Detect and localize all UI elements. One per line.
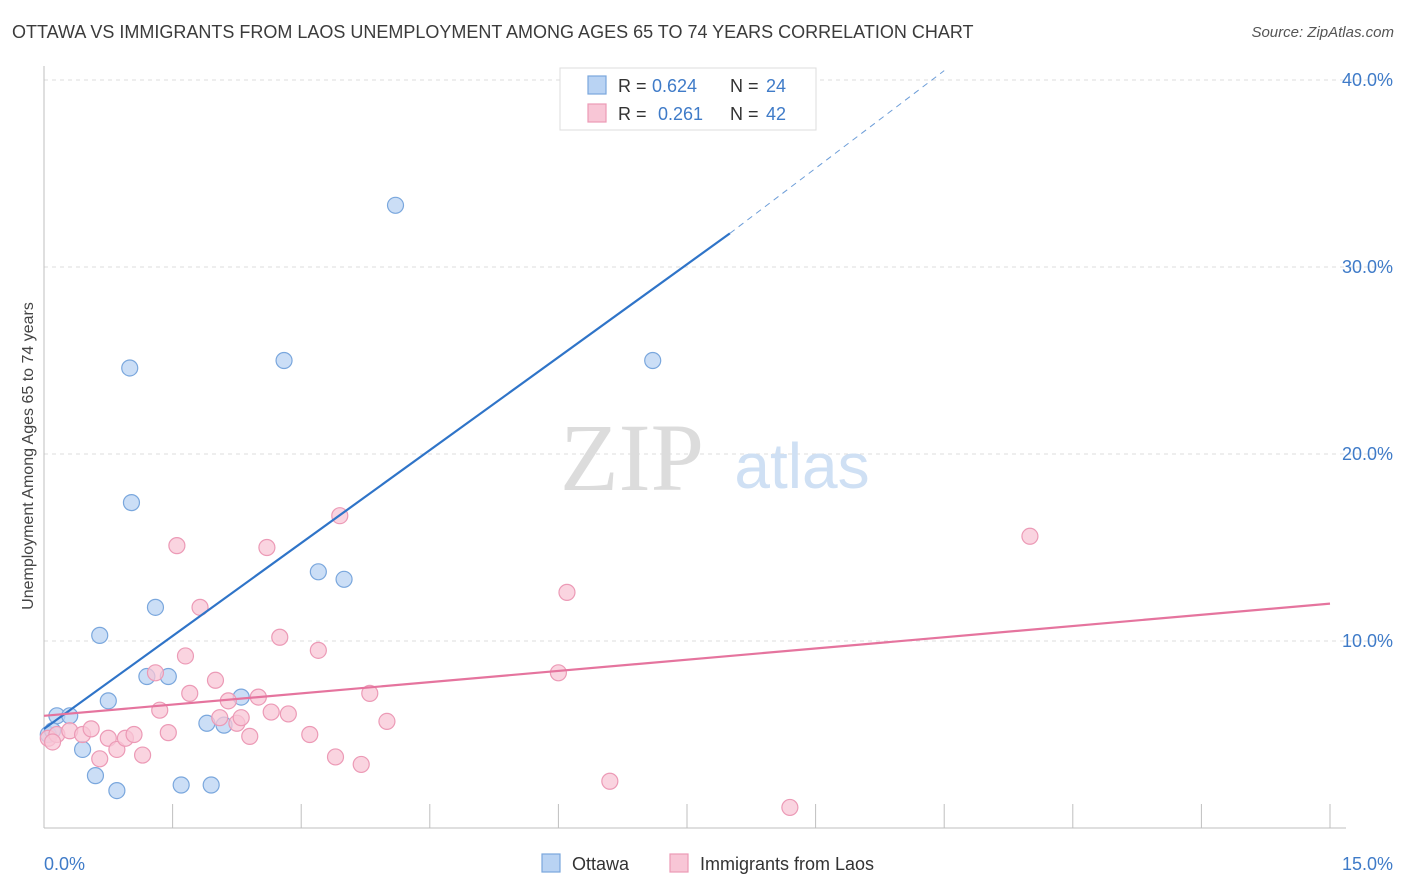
laos-point-35 xyxy=(378,712,396,731)
stats-legend-swatch-laos xyxy=(587,103,607,123)
laos-point-11 xyxy=(146,664,165,682)
ottawa-point-13 xyxy=(172,776,190,794)
laos-point-16 xyxy=(181,684,199,702)
laos-point-4 xyxy=(82,720,100,738)
ottawa-point-4 xyxy=(86,767,105,785)
x-tick-label-min: 0.0% xyxy=(44,854,85,874)
laos-point-31 xyxy=(326,748,345,766)
legend-swatch-ottawa xyxy=(541,853,561,873)
laos-point-26 xyxy=(262,703,280,721)
ottawa-trend-line xyxy=(43,232,731,730)
axes xyxy=(43,66,1346,829)
laos-point-10 xyxy=(133,746,152,764)
y-axis-label: Unemployment Among Ages 65 to 74 years xyxy=(20,302,37,610)
laos-point-18 xyxy=(206,671,225,689)
ottawa-point-21 xyxy=(386,196,405,214)
y-tick-label-10: 10.0% xyxy=(1342,631,1393,651)
ottawa-point-15 xyxy=(202,776,220,794)
watermark-zip: ZIP xyxy=(560,404,704,511)
source-label: Source: ZipAtlas.com xyxy=(1251,24,1394,41)
y-tick-label-30: 30.0% xyxy=(1342,257,1393,277)
ottawa-point-3 xyxy=(73,740,92,759)
stats-legend: R = 0.624 N = 24 R = 0.261 N = 42 xyxy=(559,67,817,131)
laos-point-36 xyxy=(549,664,568,682)
laos-point-25 xyxy=(258,538,276,557)
ottawa-point-8 xyxy=(121,359,139,377)
laos-point-5 xyxy=(91,750,109,768)
laos-point-41 xyxy=(43,733,62,751)
legend-swatch-laos xyxy=(669,853,689,873)
ottawa-point-22 xyxy=(644,351,662,370)
laos-point-33 xyxy=(352,755,370,774)
ottawa-trend-extension xyxy=(729,70,945,234)
y-tick-labels: 10.0% 20.0% 30.0% 40.0% xyxy=(1342,70,1393,651)
laos-point-38 xyxy=(601,772,619,790)
stats-n-value-ottawa: 24 xyxy=(766,76,786,96)
x-tick-labels: 0.0% 15.0% xyxy=(44,854,1393,874)
legend-label-laos: Immigrants from Laos xyxy=(700,854,874,874)
laos-point-9 xyxy=(125,725,143,744)
ottawa-point-9 xyxy=(122,494,141,512)
y-tick-label-20: 20.0% xyxy=(1342,444,1393,464)
ottawa-point-6 xyxy=(91,626,109,644)
trend-lines xyxy=(43,70,1331,730)
ottawa-point-20 xyxy=(335,570,353,588)
stats-legend-swatch-ottawa xyxy=(587,75,607,95)
stats-r-value-ottawa: 0.624 xyxy=(652,76,697,96)
ottawa-point-11 xyxy=(146,598,165,616)
chart-title: OTTAWA VS IMMIGRANTS FROM LAOS UNEMPLOYM… xyxy=(12,22,974,42)
x-tick-label-max: 15.0% xyxy=(1342,854,1393,874)
stats-r-label-ottawa: R = xyxy=(618,76,647,96)
laos-point-23 xyxy=(241,727,259,745)
series-legend: Ottawa Immigrants from Laos xyxy=(541,853,874,874)
laos-point-40 xyxy=(1021,527,1039,545)
ottawa-point-18 xyxy=(275,351,293,370)
ottawa-point-19 xyxy=(309,563,327,581)
laos-point-19 xyxy=(211,709,229,727)
laos-point-34 xyxy=(361,684,379,702)
laos-point-39 xyxy=(781,798,799,817)
stats-r-value-laos: 0.261 xyxy=(658,104,703,124)
legend-label-ottawa: Ottawa xyxy=(572,854,630,874)
ottawa-point-7 xyxy=(99,692,117,710)
laos-point-22 xyxy=(232,709,250,727)
stats-n-value-laos: 42 xyxy=(766,104,786,124)
laos-point-13 xyxy=(159,724,177,742)
stats-r-label-laos: R = xyxy=(618,104,647,124)
laos-trend-line xyxy=(43,602,1331,717)
stats-n-label-laos: N = xyxy=(730,104,759,124)
ottawa-point-5 xyxy=(108,781,126,800)
laos-point-30 xyxy=(309,641,327,659)
laos-point-15 xyxy=(176,647,195,665)
stats-n-label-ottawa: N = xyxy=(730,76,759,96)
watermark-atlas: atlas xyxy=(734,430,869,502)
laos-point-37 xyxy=(558,583,576,601)
laos-point-29 xyxy=(301,725,319,744)
laos-point-28 xyxy=(279,705,297,723)
laos-point-14 xyxy=(168,537,186,555)
series-laos-points xyxy=(39,507,1039,817)
laos-point-27 xyxy=(271,628,289,646)
y-tick-label-40: 40.0% xyxy=(1342,70,1393,90)
gridlines xyxy=(44,79,1390,642)
